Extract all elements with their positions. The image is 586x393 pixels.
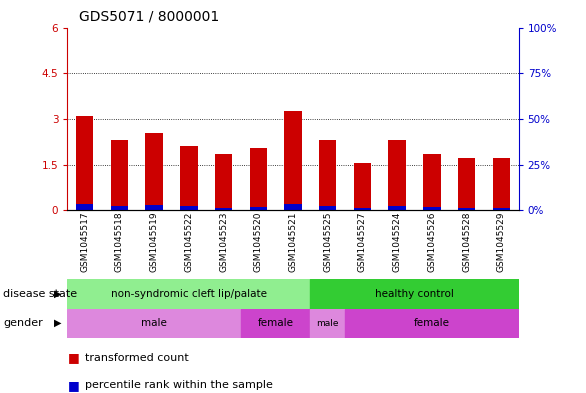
Bar [67,279,311,309]
Text: GSM1045528: GSM1045528 [462,211,471,272]
Text: GSM1045519: GSM1045519 [149,211,159,272]
Bar [180,206,197,210]
Bar [241,309,311,338]
Text: female: female [414,318,450,328]
Bar [389,206,406,210]
Bar [250,207,267,210]
Bar [423,207,441,210]
Text: male: male [316,319,339,328]
Bar [319,140,336,210]
Bar [389,140,406,210]
Bar [111,140,128,210]
Text: ▶: ▶ [54,289,62,299]
Bar [423,154,441,210]
Text: healthy control: healthy control [375,289,454,299]
Text: GSM1045525: GSM1045525 [323,211,332,272]
Bar [180,146,197,210]
Bar [319,206,336,210]
Text: transformed count: transformed count [85,353,189,363]
Text: non-syndromic cleft lip/palate: non-syndromic cleft lip/palate [111,289,267,299]
Text: ■: ■ [67,351,79,364]
Bar [284,111,302,210]
Bar [311,309,345,338]
Bar [76,204,93,210]
Bar [111,206,128,210]
Text: GSM1045529: GSM1045529 [497,211,506,272]
Bar [354,163,371,210]
Text: percentile rank within the sample: percentile rank within the sample [85,380,273,390]
Text: GSM1045524: GSM1045524 [393,211,401,272]
Text: GSM1045520: GSM1045520 [254,211,263,272]
Text: GDS5071 / 8000001: GDS5071 / 8000001 [79,9,219,24]
Bar [67,309,241,338]
Bar [215,208,232,210]
Text: female: female [258,318,294,328]
Bar [250,148,267,210]
Text: GSM1045527: GSM1045527 [358,211,367,272]
Bar [284,204,302,210]
Text: GSM1045526: GSM1045526 [427,211,437,272]
Text: GSM1045522: GSM1045522 [185,211,193,272]
Text: ▶: ▶ [54,318,62,328]
Bar [493,158,510,210]
Text: GSM1045518: GSM1045518 [115,211,124,272]
Text: ■: ■ [67,378,79,392]
Bar [458,208,475,210]
Bar [345,309,519,338]
Text: GSM1045517: GSM1045517 [80,211,89,272]
Bar [354,208,371,210]
Bar [311,279,519,309]
Bar [145,205,163,210]
Text: GSM1045521: GSM1045521 [288,211,298,272]
Bar [145,132,163,210]
Bar [215,154,232,210]
Bar [76,116,93,210]
Text: GSM1045523: GSM1045523 [219,211,228,272]
Bar [458,158,475,210]
Text: disease state: disease state [3,289,77,299]
Text: gender: gender [3,318,43,328]
Text: male: male [141,318,167,328]
Bar [493,208,510,210]
